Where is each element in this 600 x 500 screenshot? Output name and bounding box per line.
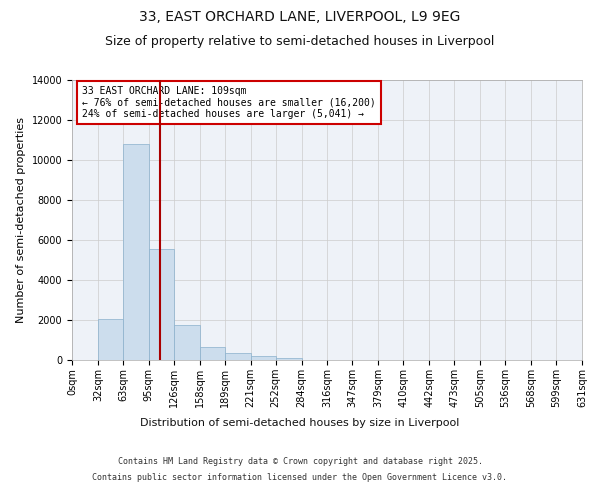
Text: Distribution of semi-detached houses by size in Liverpool: Distribution of semi-detached houses by … [140,418,460,428]
Bar [225,354,251,360]
Bar [275,358,302,360]
Text: Size of property relative to semi-detached houses in Liverpool: Size of property relative to semi-detach… [106,35,494,48]
Text: 33 EAST ORCHARD LANE: 109sqm
← 76% of semi-detached houses are smaller (16,200)
: 33 EAST ORCHARD LANE: 109sqm ← 76% of se… [82,86,376,119]
Bar [98,319,123,360]
Text: Contains public sector information licensed under the Open Government Licence v3: Contains public sector information licen… [92,472,508,482]
Bar [200,347,225,360]
Text: Contains HM Land Registry data © Crown copyright and database right 2025.: Contains HM Land Registry data © Crown c… [118,458,482,466]
Bar [251,356,275,360]
Bar [123,144,149,360]
Text: 33, EAST ORCHARD LANE, LIVERPOOL, L9 9EG: 33, EAST ORCHARD LANE, LIVERPOOL, L9 9EG [139,10,461,24]
Y-axis label: Number of semi-detached properties: Number of semi-detached properties [16,117,26,323]
Bar [149,249,174,360]
Bar [174,325,200,360]
